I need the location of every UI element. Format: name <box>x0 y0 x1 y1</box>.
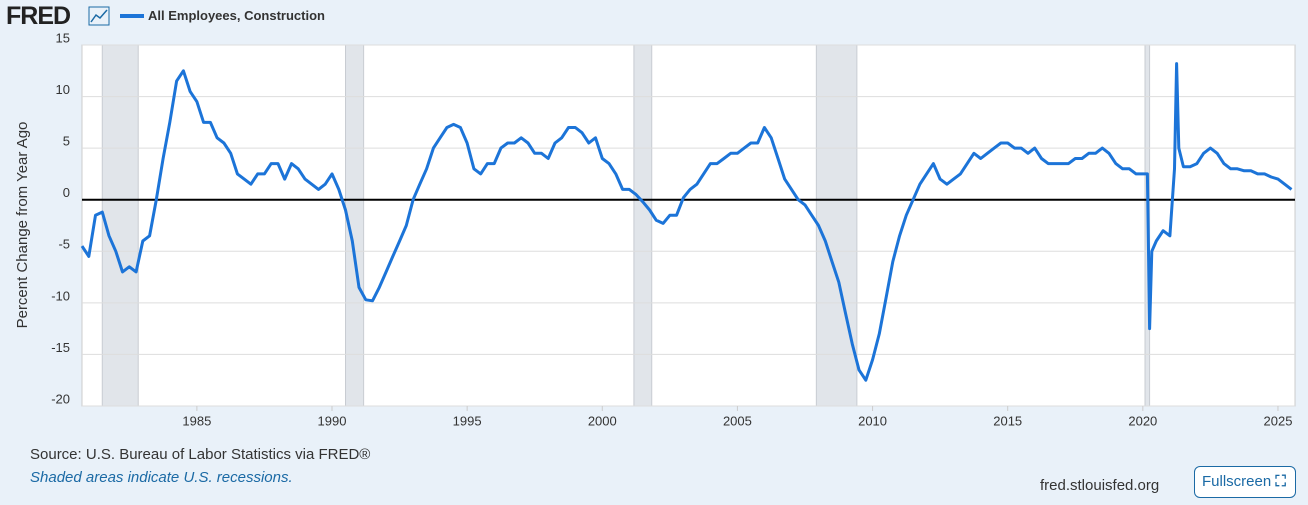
x-tick-label: 2025 <box>1264 413 1293 428</box>
y-tick-label: 0 <box>63 185 70 200</box>
recession-band <box>815 44 858 407</box>
chart: Percent Change from Year Ago -20 -15 -10 -5… <box>14 30 1296 428</box>
y-tick-label: -15 <box>51 340 70 355</box>
y-tick-label: -20 <box>51 391 70 406</box>
recession-note: Shaded areas indicate U.S. recessions. <box>30 469 293 486</box>
x-tick-label: 2005 <box>723 413 752 428</box>
recession-band <box>633 44 653 407</box>
data-line <box>80 62 1293 382</box>
x-tick-label: 2020 <box>1128 413 1157 428</box>
y-tick-label: 10 <box>56 82 70 97</box>
legend-swatch <box>120 14 144 18</box>
recession-band <box>101 44 139 407</box>
logo: FRED <box>6 2 71 30</box>
y-tick-label: -5 <box>58 237 70 252</box>
x-tick-label: 1990 <box>318 413 347 428</box>
plot-area <box>81 44 1296 407</box>
legend-label: All Employees, Construction <box>148 8 325 23</box>
x-tick-label: 2015 <box>993 413 1022 428</box>
x-tick-label: 2010 <box>858 413 887 428</box>
button-label: Fullscreen <box>1202 473 1272 490</box>
url: fred.stlouisfed.org <box>1040 477 1160 494</box>
x-tick-label: 1985 <box>182 413 211 428</box>
x-tick-label: 1995 <box>453 413 482 428</box>
x-tick-label: 2000 <box>588 413 617 428</box>
fullscreen-button[interactable]: Fullscreen ⛶ <box>1194 466 1296 498</box>
source: Source: U.S. Bureau of Labor Statistics … <box>30 446 371 463</box>
y-tick-label: 15 <box>56 30 70 45</box>
logo-icon <box>88 6 110 26</box>
y-tick-label: -10 <box>51 288 70 303</box>
y-axis-label: Percent Change from Year Ago <box>14 122 31 329</box>
y-tick-label: 5 <box>63 134 70 149</box>
